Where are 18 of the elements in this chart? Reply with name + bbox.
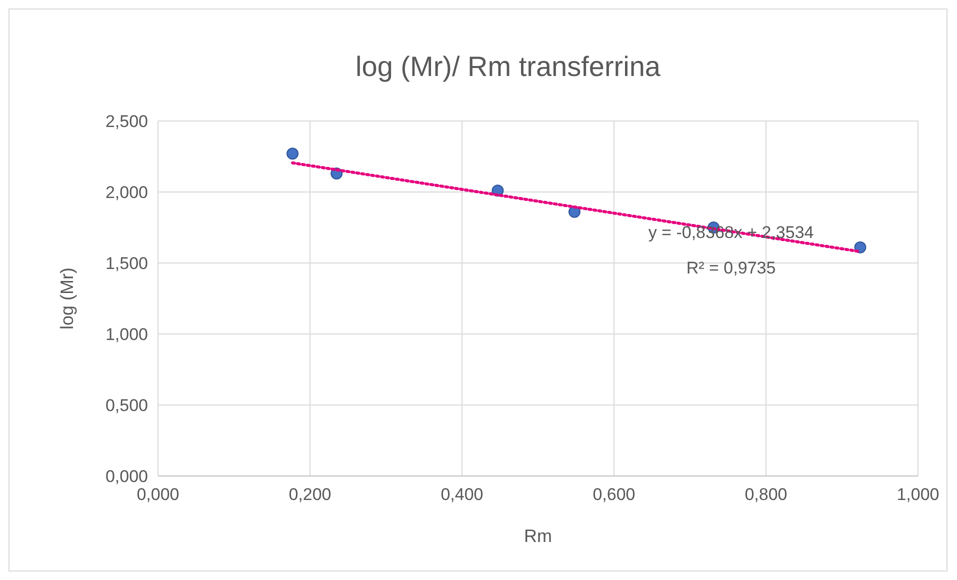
y-tick-label: 1,000 <box>105 325 148 344</box>
x-tick-label: 0,600 <box>592 485 636 504</box>
x-tick-label: 1,000 <box>896 485 940 504</box>
y-axis-title: log (Mr) <box>57 268 77 330</box>
x-tick-label: 0,400 <box>440 485 484 504</box>
point <box>854 241 866 254</box>
annotation: R² = 0,9735 <box>686 258 776 278</box>
x-tick-label: 0,200 <box>288 485 332 504</box>
point <box>286 148 299 160</box>
y-tick-label: 2,500 <box>105 112 148 131</box>
x-tick-label: 0,000 <box>136 485 180 504</box>
chart-title: log (Mr)/ Rm transferrina <box>356 51 661 82</box>
y-tick-label: 0,000 <box>105 467 148 486</box>
x-axis-title: Rm <box>524 526 552 546</box>
y-tick-label: 2,000 <box>105 183 148 202</box>
x-tick-label: 0,800 <box>744 485 788 504</box>
y-tick-label: 1,500 <box>105 254 148 273</box>
y-tick-label: 0,500 <box>105 396 148 415</box>
